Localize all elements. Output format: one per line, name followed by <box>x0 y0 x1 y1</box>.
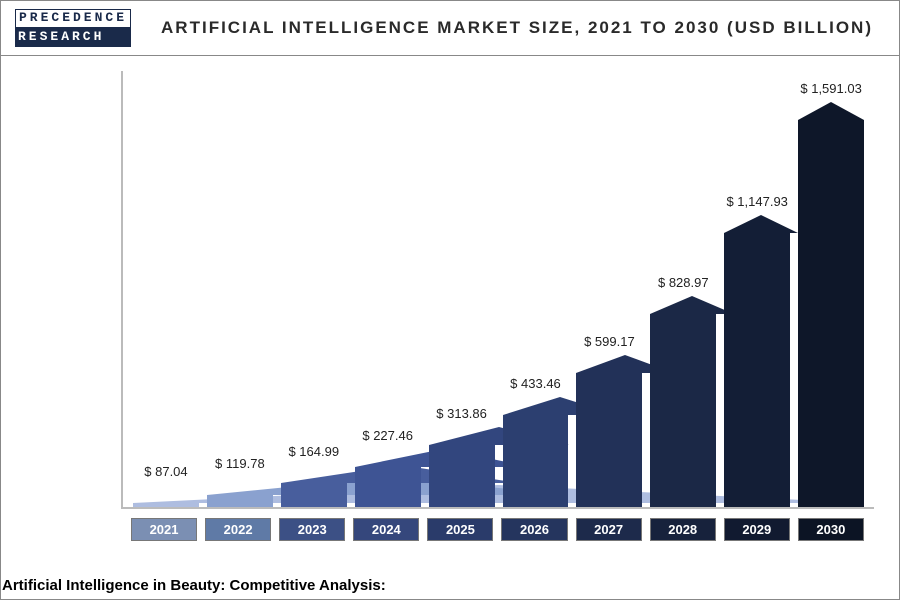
bar-2021: $ 87.04 <box>133 464 199 507</box>
bar-body <box>503 415 569 507</box>
bar-value-label: $ 1,591.03 <box>800 81 861 96</box>
x-axis: 2021 2022 2023 2024 2025 2026 2027 2028 2029 2030 <box>121 518 874 541</box>
bar-2025: $ 313.86 <box>429 406 495 507</box>
bar-value-label: $ 1,147.93 <box>726 194 787 209</box>
bar-2024: $ 227.46 <box>355 428 421 507</box>
bar-shape <box>429 427 495 507</box>
bar-2030: $ 1,591.03 <box>798 81 864 507</box>
bar-value-label: $ 119.78 <box>215 456 265 471</box>
bar-shape <box>503 397 569 507</box>
bar-tip <box>798 102 864 120</box>
bar-value-label: $ 227.46 <box>362 428 413 443</box>
bar-body <box>281 483 347 507</box>
bar-tip <box>650 296 734 314</box>
bar-value-label: $ 164.99 <box>288 444 339 459</box>
bar-body <box>576 373 642 507</box>
x-label-2027: 2027 <box>576 518 642 541</box>
bar-shape <box>133 485 199 507</box>
bar-tip <box>724 215 798 233</box>
bar-body <box>355 467 421 507</box>
bar-body <box>429 445 495 507</box>
bar-value-label: $ 87.04 <box>144 464 187 479</box>
bar-value-label: $ 313.86 <box>436 406 487 421</box>
logo-line2: RESEARCH <box>15 28 131 47</box>
bar-shape <box>576 355 642 507</box>
bars-container: $ 87.04 $ 119.78 $ 164.99 $ 227.46 $ 313.86 $… <box>123 71 874 507</box>
bar-shape <box>798 102 864 507</box>
logo-line1: PRECEDENCE <box>15 9 131 28</box>
header: PRECEDENCE RESEARCH ARTIFICIAL INTELLIGE… <box>1 1 899 56</box>
logo: PRECEDENCE RESEARCH <box>15 9 131 47</box>
bar-2027: $ 599.17 <box>576 334 642 507</box>
bar-shape <box>355 449 421 507</box>
bar-body <box>724 233 790 507</box>
bar-value-label: $ 599.17 <box>584 334 635 349</box>
x-label-2026: 2026 <box>501 518 567 541</box>
x-label-2024: 2024 <box>353 518 419 541</box>
bar-shape <box>650 296 716 507</box>
bar-body <box>650 314 716 507</box>
x-label-2021: 2021 <box>131 518 197 541</box>
bar-body <box>798 120 864 507</box>
x-label-2022: 2022 <box>205 518 271 541</box>
bar-2023: $ 164.99 <box>281 444 347 507</box>
bar-2029: $ 1,147.93 <box>724 194 790 507</box>
x-label-2028: 2028 <box>650 518 716 541</box>
x-label-2023: 2023 <box>279 518 345 541</box>
bar-value-label: $ 828.97 <box>658 275 709 290</box>
x-label-2025: 2025 <box>427 518 493 541</box>
bar-2022: $ 119.78 <box>207 456 273 507</box>
bar-2026: $ 433.46 <box>503 376 569 507</box>
caption: Artificial Intelligence in Beauty: Compe… <box>2 577 386 594</box>
bar-shape <box>207 477 273 507</box>
bar-body <box>207 495 273 507</box>
plot-area: $ 87.04 $ 119.78 $ 164.99 $ 227.46 $ 313.86 $… <box>121 71 874 509</box>
chart-title: ARTIFICIAL INTELLIGENCE MARKET SIZE, 202… <box>149 18 885 38</box>
bar-2028: $ 828.97 <box>650 275 716 507</box>
bar-shape <box>281 465 347 507</box>
x-label-2029: 2029 <box>724 518 790 541</box>
chart-card: PRECEDENCE RESEARCH ARTIFICIAL INTELLIGE… <box>0 0 900 600</box>
bar-shape <box>724 215 790 507</box>
bar-value-label: $ 433.46 <box>510 376 561 391</box>
x-label-2030: 2030 <box>798 518 864 541</box>
bar-body <box>133 503 199 507</box>
